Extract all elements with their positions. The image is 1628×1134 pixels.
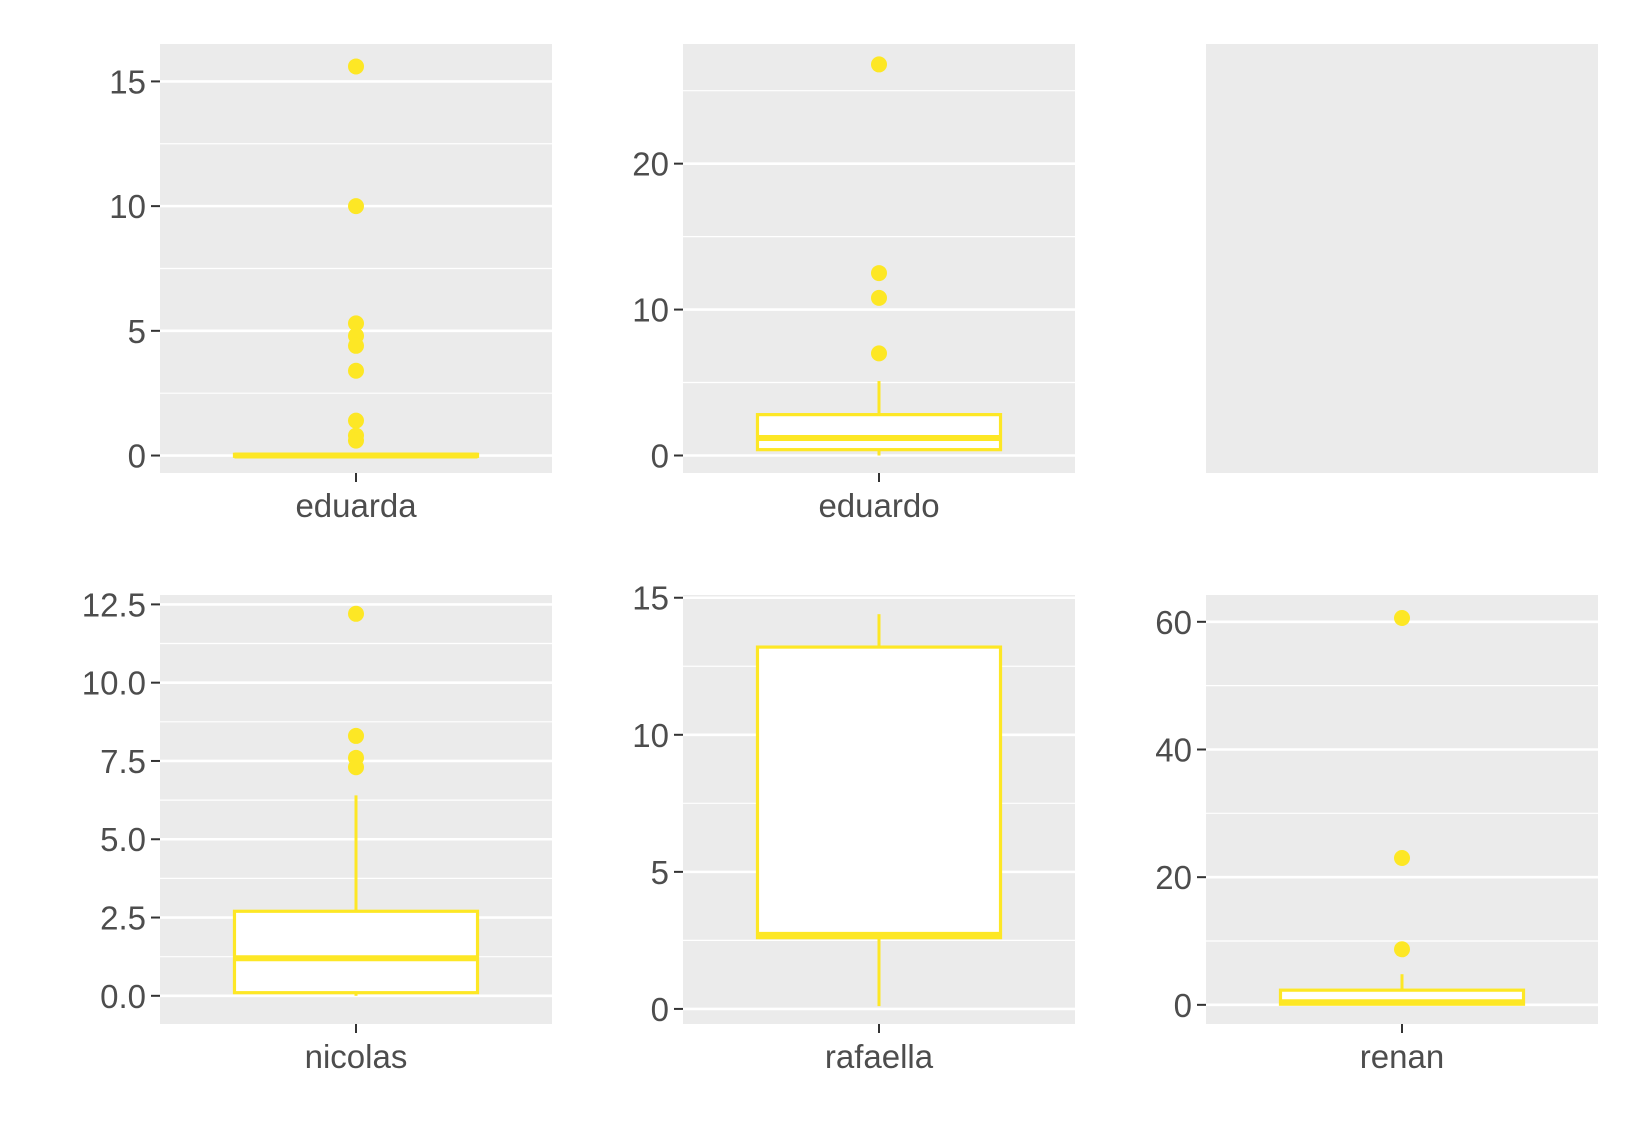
outlier-point: [348, 337, 364, 354]
y-tick-label: 2.5: [100, 900, 146, 937]
outlier-point: [871, 56, 887, 73]
x-tick-label: rafaella: [825, 1038, 934, 1075]
panel-background: [1206, 595, 1598, 1024]
box-iqr: [755, 645, 1003, 940]
panel-background: [160, 44, 552, 473]
outlier-point: [871, 265, 887, 282]
y-tick-label: 0: [128, 438, 146, 475]
y-tick-label: 20: [1155, 859, 1192, 896]
outlier-point: [348, 315, 364, 332]
y-tick-label: 12.5: [82, 586, 146, 623]
panel-background: [1206, 44, 1598, 473]
y-tick-label: 5: [651, 854, 669, 891]
outlier-point: [348, 605, 364, 622]
box-iqr: [232, 909, 480, 995]
x-tick-label: eduardo: [818, 487, 939, 524]
facet-panel-renan: 0 20 40 60 renan: [1155, 595, 1598, 1075]
y-tick-label: 5.0: [100, 821, 146, 858]
x-tick-label: renan: [1360, 1038, 1444, 1075]
outlier-point: [1394, 941, 1410, 958]
facet-panel-eduardo: 0 10 20 eduardo: [632, 44, 1075, 524]
y-tick-label: 5: [128, 313, 146, 350]
y-tick-label: 10: [109, 188, 146, 225]
y-tick-label: 20: [632, 146, 669, 183]
facet-panel-eduarda: 0 5 10 15 eduarda: [109, 44, 552, 524]
outlier-point: [871, 345, 887, 362]
outlier-point: [348, 362, 364, 379]
x-tick-label: nicolas: [305, 1038, 408, 1075]
facet-panel-empty: [1206, 44, 1598, 473]
facet-panel-rafaella: 0 5 10 15 rafaella: [632, 580, 1075, 1075]
y-tick-label: 40: [1155, 731, 1192, 768]
y-tick-label: 10: [632, 292, 669, 329]
outlier-point: [348, 727, 364, 744]
outlier-point: [1394, 850, 1410, 867]
facet-panel-nicolas: 0.0 2.5 5.0 7.5 10.0 12.5 nicolas: [82, 586, 552, 1075]
y-tick-label: 10.0: [82, 665, 146, 702]
outlier-point: [348, 759, 364, 776]
box-iqr: [755, 413, 1003, 452]
y-tick-label: 7.5: [100, 743, 146, 780]
y-tick-label: 10: [632, 717, 669, 754]
y-tick-label: 0: [651, 437, 669, 474]
y-tick-label: 0.0: [100, 978, 146, 1015]
y-tick-label: 15: [632, 580, 669, 617]
outlier-point: [348, 198, 364, 215]
outlier-point: [348, 432, 364, 449]
y-tick-label: 0: [1174, 987, 1192, 1024]
x-tick-label: eduarda: [295, 487, 417, 524]
y-tick-label: 0: [651, 991, 669, 1028]
y-tick-label: 60: [1155, 604, 1192, 641]
outlier-point: [871, 289, 887, 306]
outlier-point: [348, 58, 364, 75]
y-tick-label: 15: [109, 63, 146, 100]
outlier-point: [1394, 609, 1410, 626]
outlier-point: [348, 412, 364, 429]
